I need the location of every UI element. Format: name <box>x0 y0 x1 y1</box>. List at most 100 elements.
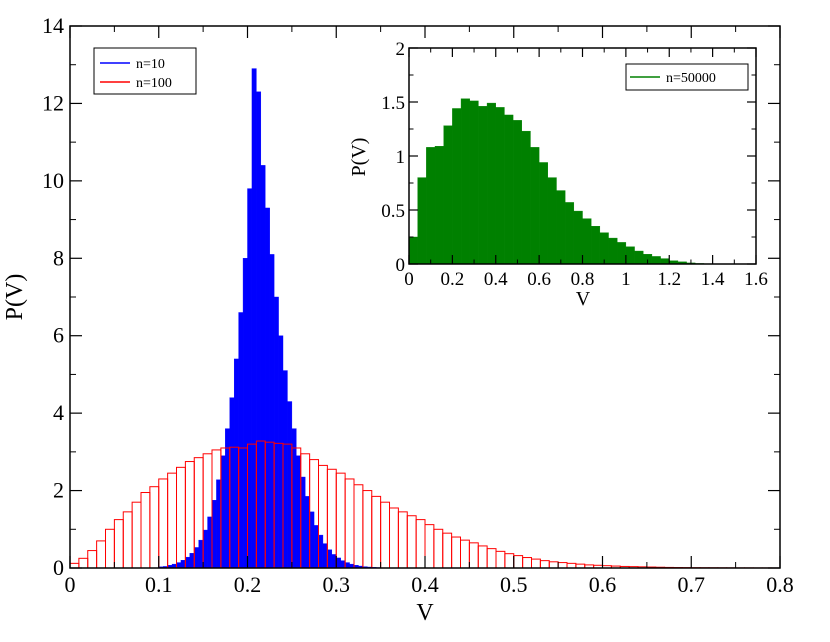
main-bar-n100 <box>460 539 470 569</box>
inset-bar-n50000 <box>625 246 635 265</box>
main-bar-n10 <box>340 560 346 569</box>
inset-bar-n50000 <box>617 242 627 265</box>
inset-bar-n50000 <box>521 130 531 265</box>
inset-ticks: 0 0.2 0.4 0.6 0.8 1 1.2 1.4 1.6 0 0.5 1 1.5 2 <box>381 39 768 290</box>
main-x-tick-label: 0.4 <box>411 572 439 597</box>
inset-x-tick-label: 1.6 <box>744 269 768 290</box>
main-x-tick-label: 0.3 <box>323 572 351 597</box>
inset-bar-n50000 <box>417 177 427 265</box>
inset-bar-n50000 <box>478 106 488 265</box>
main-bar-n10 <box>194 547 199 569</box>
main-bar-n10 <box>309 511 315 569</box>
main-bar-n10 <box>344 562 350 569</box>
main-x-tick-label: 0.6 <box>589 572 617 597</box>
main-bar-n10 <box>251 68 257 569</box>
main-bar-n100 <box>105 528 115 569</box>
inset-x-tick-label: 0.4 <box>484 269 508 290</box>
main-bar-n10 <box>256 91 262 569</box>
main-bar-n100 <box>557 562 568 569</box>
inset-bar-n50000 <box>504 114 514 265</box>
main-bar-n10 <box>185 556 191 569</box>
inset-y-tick-label: 1 <box>396 147 406 168</box>
main-bar-n100 <box>167 472 178 569</box>
main-bar-n100 <box>531 558 541 569</box>
main-bar-n10 <box>180 560 186 569</box>
main-y-axis-title: P(V) <box>2 274 28 321</box>
main-bar-n10 <box>229 397 235 569</box>
inset-bar-n50000 <box>556 190 566 265</box>
main-bar-n10 <box>296 455 301 569</box>
main-bar-n100 <box>158 478 169 569</box>
inset-bar-n50000 <box>530 147 540 265</box>
main-bar-n10 <box>207 516 213 569</box>
main-bar-n100 <box>522 557 533 569</box>
inset-bars <box>408 98 731 265</box>
main-x-tick-label: 0.1 <box>145 572 173 597</box>
inset-bar-n50000 <box>460 98 470 265</box>
main-bar-n10 <box>313 525 319 569</box>
main-bar-n100 <box>380 501 391 569</box>
main-bar-n10 <box>318 534 324 569</box>
inset-bar-n50000 <box>426 147 436 265</box>
main-legend-box <box>93 47 197 95</box>
main-bars <box>69 68 781 569</box>
main-x-axis-title: V <box>416 600 434 626</box>
main-y-tick-label: 8 <box>53 245 64 270</box>
main-bar-n100 <box>131 501 142 569</box>
main-y-tick-label: 10 <box>42 168 64 193</box>
inset-bar-n50000 <box>564 202 575 265</box>
inset-y-tick-label: 1.5 <box>381 93 405 114</box>
main-bar-n100 <box>353 484 364 569</box>
main-bar-n100 <box>96 540 107 569</box>
main-bar-n100 <box>122 511 133 569</box>
main-bar-n100 <box>513 555 524 569</box>
main-bar-n10 <box>282 370 288 569</box>
inset-bar-n50000 <box>538 162 549 265</box>
main-bar-n10 <box>247 188 253 569</box>
main-bar-n10 <box>265 207 270 569</box>
main-bar-n10 <box>327 549 333 569</box>
main-bar-n10 <box>220 455 226 569</box>
inset-bar-n50000 <box>495 107 505 265</box>
main-bar-n10 <box>336 557 341 569</box>
main-y-tick-label: 14 <box>42 13 64 38</box>
main-bar-n100 <box>397 511 408 569</box>
inset-plot: 0 0.2 0.4 0.6 0.8 1 1.2 1.4 1.600.511.52 V P(V) … <box>348 39 768 310</box>
main-x-tick-label: 0.5 <box>500 572 528 597</box>
main-bar-n100 <box>486 548 497 569</box>
inset-x-tick-label: 0.8 <box>571 269 595 290</box>
main-bar-n100 <box>362 490 373 569</box>
main-bar-n100 <box>344 478 355 569</box>
inset-bar-n50000 <box>582 218 592 265</box>
main-bar-n10 <box>304 496 310 569</box>
main-bar-n100 <box>504 553 515 569</box>
main-bar-n10 <box>287 401 293 569</box>
main-bar-n100 <box>548 561 559 569</box>
legend-label-n50000: n=50000 <box>666 71 716 86</box>
main-bar-n10 <box>202 529 208 569</box>
main-bar-n100 <box>406 515 417 569</box>
main-bar-n10 <box>198 539 204 569</box>
inset-bar-n50000 <box>608 237 618 265</box>
main-bar-n100 <box>539 560 550 569</box>
main-bar-n10 <box>176 562 182 569</box>
main-bar-n100 <box>149 486 160 569</box>
main-bar-n10 <box>242 258 248 569</box>
main-bar-n10 <box>211 500 217 569</box>
inset-x-tick-label: 1 <box>621 269 631 290</box>
main-x-tick-label: 0.8 <box>766 572 794 597</box>
inset-bar-n50000 <box>599 232 609 265</box>
main-bar-n10 <box>273 296 279 569</box>
main-bar-n10 <box>225 428 230 569</box>
main-bar-n100 <box>442 532 453 569</box>
main-bar-n10 <box>260 165 266 569</box>
main-bar-n100 <box>335 472 346 569</box>
main-bar-n10 <box>331 554 337 569</box>
inset-bar-n50000 <box>469 100 479 265</box>
inset-bar-n50000 <box>590 225 601 265</box>
main-bar-n100 <box>371 495 382 569</box>
main-bar-n100 <box>87 550 98 569</box>
